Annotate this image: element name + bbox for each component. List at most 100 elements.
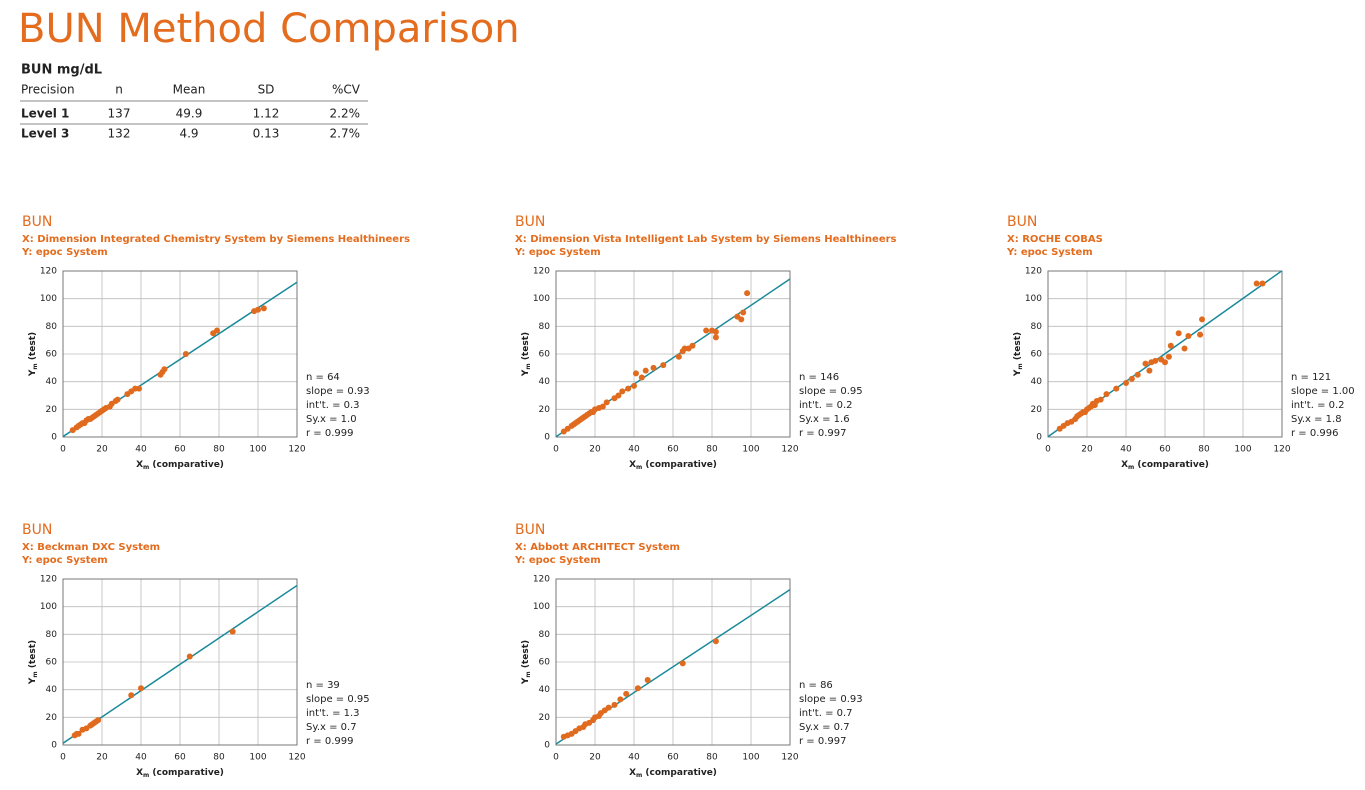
x-tick-label: 60 — [174, 753, 186, 763]
x-axis-label-part: X — [629, 460, 636, 470]
data-point — [255, 306, 261, 313]
y-tick-label: 20 — [1031, 405, 1043, 415]
x-tick-label: 20 — [589, 753, 601, 763]
table-cell: 0.13 — [253, 127, 280, 141]
table-header: n — [115, 83, 123, 97]
data-point — [95, 717, 102, 724]
x-tick-label: 20 — [1081, 445, 1093, 455]
data-point — [1146, 367, 1153, 374]
x-tick-label: 100 — [249, 445, 266, 455]
y-axis-label-part: Y — [521, 369, 531, 377]
stat-line: slope = 1.00 — [1291, 386, 1355, 397]
x-axis-label-part: m — [636, 464, 642, 471]
x-tick-label: 20 — [589, 445, 601, 455]
data-point — [1167, 342, 1174, 349]
chart: BUN X: Dimension Vista Intelligent Lab Sy… — [514, 214, 897, 471]
y-tick-label: 0 — [51, 433, 57, 443]
stat-line: Sy.x = 0.7 — [306, 722, 357, 733]
data-point — [1175, 330, 1182, 337]
y-tick-label: 120 — [40, 267, 57, 277]
chart-subtitle: X: Dimension Integrated Chemistry System… — [22, 234, 410, 245]
stat-line: n = 39 — [306, 680, 340, 691]
page-title: BUN Method Comparison — [18, 6, 520, 52]
y-axis-label-part: m — [32, 671, 39, 677]
chart-subtitle: Y: epoc System — [21, 555, 108, 566]
y-axis-label-part: (test) — [1013, 332, 1023, 363]
x-axis-label: Xm (comparative) — [136, 460, 224, 472]
y-tick-label: 80 — [46, 630, 58, 640]
y-axis-label-part: (test) — [521, 332, 531, 363]
table-cell: 2.2% — [330, 107, 361, 121]
x-tick-label: 60 — [667, 753, 679, 763]
data-point — [642, 367, 649, 374]
data-point — [744, 290, 751, 297]
y-tick-label: 60 — [539, 658, 551, 668]
data-point — [114, 396, 121, 403]
x-tick-label: 0 — [553, 753, 559, 763]
data-point — [1134, 371, 1141, 378]
chart-subtitle: X: ROCHE COBAS — [1007, 234, 1103, 245]
data-point — [1181, 345, 1188, 352]
stat-line: r = 0.997 — [799, 428, 846, 439]
table-cell: 137 — [108, 107, 131, 121]
data-point — [638, 374, 645, 381]
x-tick-label: 120 — [288, 445, 305, 455]
data-point — [631, 382, 637, 389]
y-tick-label: 120 — [533, 267, 550, 277]
data-point — [1103, 391, 1110, 398]
stat-line: n = 121 — [1291, 372, 1331, 383]
y-tick-label: 0 — [51, 741, 57, 751]
stat-line: int't. = 1.3 — [306, 708, 360, 719]
y-axis-label-part: Y — [28, 369, 38, 377]
x-tick-label: 100 — [1234, 445, 1251, 455]
data-point — [617, 696, 624, 703]
stat-line: r = 0.996 — [1291, 428, 1338, 439]
regression-line — [63, 584, 297, 744]
x-tick-label: 60 — [174, 445, 186, 455]
y-tick-label: 40 — [46, 377, 58, 387]
data-point — [625, 385, 632, 392]
y-axis-label: Ym (test) — [521, 640, 533, 685]
x-tick-label: 120 — [781, 753, 798, 763]
x-axis-label-part: X — [136, 768, 143, 778]
table-cell: 49.9 — [176, 107, 203, 121]
data-point — [1185, 333, 1192, 340]
data-point — [712, 334, 719, 341]
y-tick-label: 40 — [46, 685, 58, 695]
data-point — [1165, 353, 1172, 360]
y-axis-label-part: Y — [521, 677, 531, 685]
x-axis-label-part: (comparative) — [642, 768, 717, 778]
x-tick-label: 120 — [288, 753, 305, 763]
chart-title: BUN — [515, 214, 545, 230]
y-tick-label: 20 — [539, 713, 551, 723]
y-tick-label: 40 — [539, 377, 551, 387]
y-tick-label: 20 — [46, 713, 58, 723]
data-point — [632, 370, 639, 377]
x-axis-label-part: X — [629, 768, 636, 778]
data-point — [679, 660, 686, 667]
data-point — [1197, 331, 1204, 338]
data-point — [712, 638, 719, 645]
x-tick-label: 80 — [1198, 445, 1210, 455]
data-point — [712, 328, 719, 335]
x-tick-label: 80 — [706, 753, 718, 763]
stat-line: int't. = 0.2 — [1291, 400, 1345, 411]
stat-line: slope = 0.93 — [306, 386, 370, 397]
data-point — [75, 730, 82, 737]
table-header: %CV — [332, 83, 361, 97]
y-tick-label: 80 — [539, 630, 551, 640]
chart-subtitle: Y: epoc System — [21, 247, 108, 258]
chart-subtitle: Y: epoc System — [514, 555, 601, 566]
data-point — [186, 653, 193, 660]
data-point — [136, 385, 143, 392]
y-tick-label: 60 — [46, 658, 58, 668]
y-tick-label: 80 — [539, 322, 551, 332]
chart-subtitle: X: Dimension Vista Intelligent Lab Syste… — [515, 234, 897, 245]
y-tick-label: 20 — [539, 405, 551, 415]
data-point — [1123, 380, 1129, 387]
x-tick-label: 40 — [1120, 445, 1132, 455]
data-point — [1199, 316, 1206, 323]
x-tick-label: 20 — [96, 753, 108, 763]
data-point — [138, 685, 144, 692]
data-point — [260, 305, 267, 312]
